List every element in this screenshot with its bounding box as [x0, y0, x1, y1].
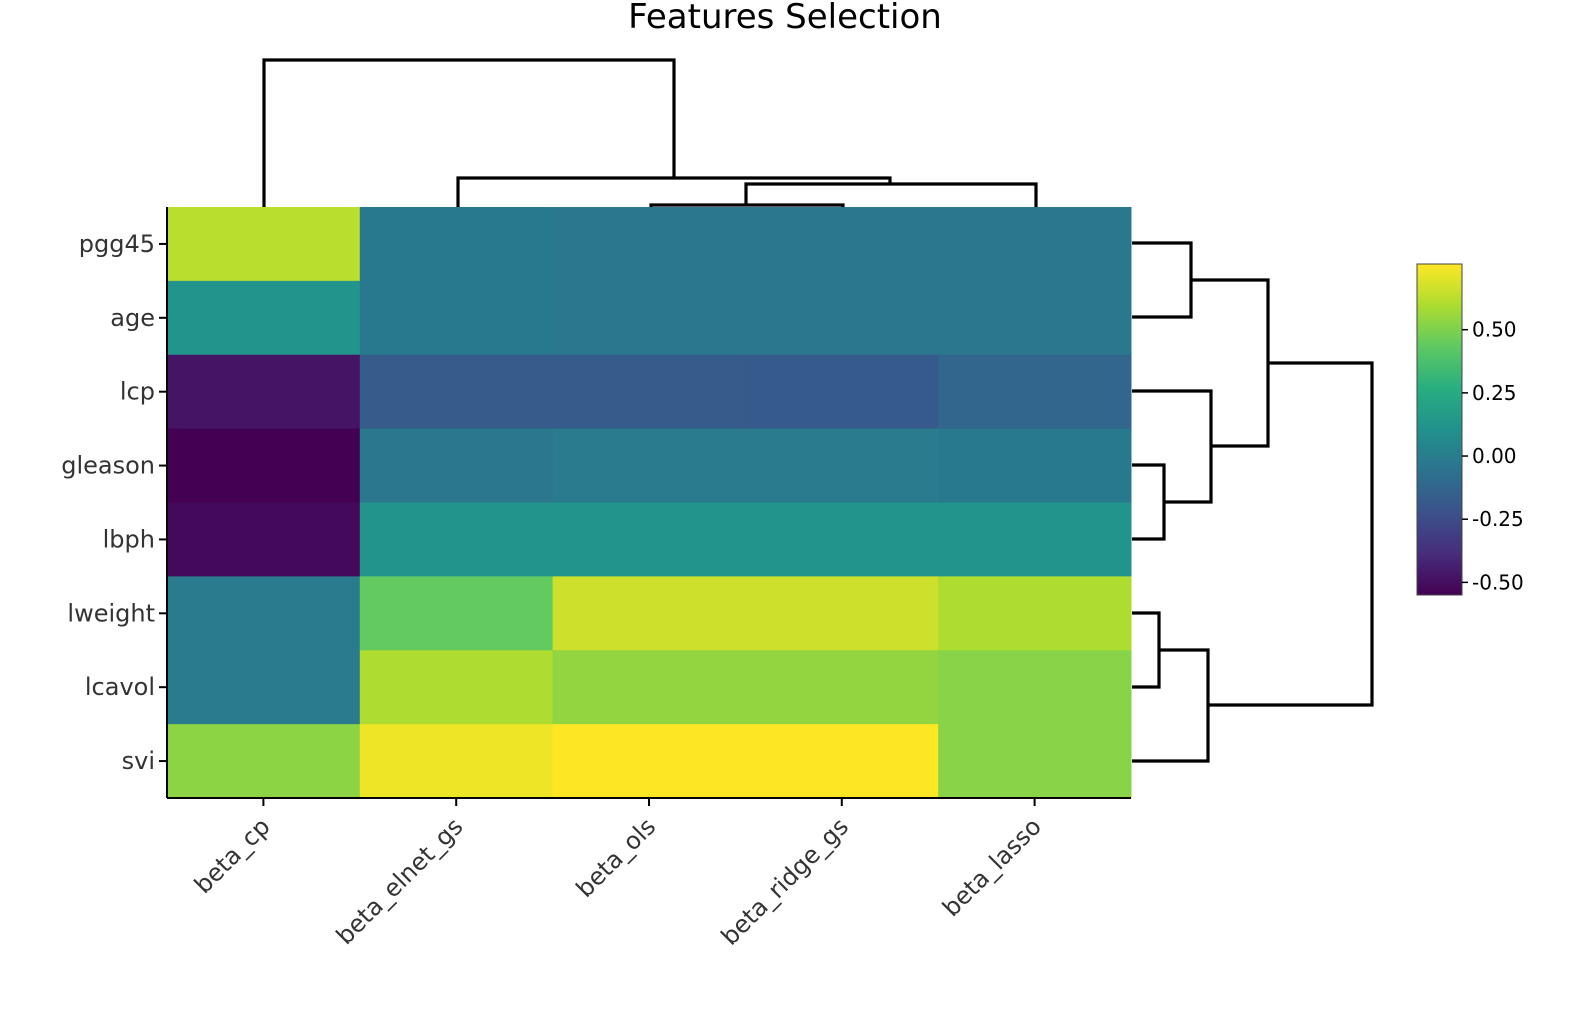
x-tick-label: beta_elnet_gs [331, 812, 469, 950]
row-dendrogram [1132, 241, 1374, 763]
colorbar-tick-label: -0.25 [1472, 507, 1524, 531]
heatmap-cell-svi-beta_elnet_gs[interactable] [359, 724, 554, 799]
colorbar-tick-label: 0.50 [1472, 318, 1517, 342]
heatmap-cell-lweight-beta_lasso[interactable] [938, 576, 1132, 651]
heatmap-cell-pgg45-beta_elnet_gs[interactable] [359, 207, 554, 282]
chart-title: Features Selection [628, 0, 942, 37]
y-tick-label: svi [122, 747, 155, 775]
column-dendrogram [262, 58, 1038, 207]
row-dendrogram-svi-group [1132, 648, 1210, 763]
heatmap-cell-lweight-beta_cp[interactable] [167, 576, 361, 651]
heatmap-cell-age-beta_elnet_gs[interactable] [359, 280, 554, 356]
row-dendrogram-upper-cluster [1191, 278, 1270, 448]
heatmap-cell-lbph-beta_elnet_gs[interactable] [359, 502, 554, 577]
heatmap-cell-gleason-beta_lasso[interactable] [938, 428, 1132, 503]
heatmap-cell-lcavol-beta_lasso[interactable] [938, 650, 1132, 725]
heatmap-cell-pgg45-beta_cp[interactable] [167, 207, 361, 282]
heatmap-cell-lcp-beta_elnet_gs[interactable] [359, 354, 554, 430]
column-dendrogram-branch-ols-ridge-lasso [744, 182, 1038, 207]
y-tick-label: age [110, 304, 155, 332]
heatmap-cell-gleason-beta_ridge_gs[interactable] [745, 428, 939, 503]
heatmap-cell-lcavol-beta_cp[interactable] [167, 650, 361, 725]
column-dendrogram-branch-elnet-group [456, 176, 892, 207]
heatmap-cell-pgg45-beta_ridge_gs[interactable] [745, 207, 939, 282]
heatmap-cell-age-beta_ols[interactable] [552, 280, 746, 356]
row-dendrogram-pgg45-age [1132, 241, 1193, 319]
heatmap-cell-svi-beta_ols[interactable] [552, 724, 746, 799]
y-axis-ticks: pgg45 age lcp gleason lbph lweight lcavol svi [61, 230, 167, 775]
heatmap-cell-lcp-beta_ols[interactable] [552, 354, 746, 430]
x-axis-ticks: beta_cp beta_elnet_gs beta_ols beta_ridge_g… [189, 798, 1047, 951]
y-tick-label: lcp [120, 378, 155, 406]
x-tick-label: beta_ridge_gs [716, 812, 854, 950]
column-dendrogram-root [262, 58, 676, 207]
colorbar-tick-label: 0.25 [1472, 381, 1517, 405]
colorbar-gradient [1416, 263, 1463, 596]
y-tick-label: lbph [103, 525, 155, 553]
heatmap-cell-svi-beta_cp[interactable] [167, 724, 361, 799]
heatmap-cell-lbph-beta_ridge_gs[interactable] [745, 502, 939, 577]
heatmap-cell-lcp-beta_cp[interactable] [167, 354, 361, 430]
column-dendrogram-branch-ols-ridge [649, 203, 845, 207]
y-tick-label: lweight [67, 599, 155, 627]
heatmap-cell-lweight-beta_ridge_gs[interactable] [745, 576, 939, 651]
row-dendrogram-root [1208, 361, 1374, 707]
heatmap-cell-pgg45-beta_ols[interactable] [552, 207, 746, 282]
colorbar-tick-label: 0.00 [1472, 444, 1517, 468]
heatmap-cell-lcp-beta_lasso[interactable] [938, 354, 1132, 430]
heatmap-cell-lbph-beta_cp[interactable] [167, 502, 361, 577]
colorbar: 0.50 0.25 0.00 -0.25 -0.50 [1416, 263, 1524, 596]
row-dendrogram-gleason-lbph [1132, 463, 1166, 541]
heatmap-cell-lcavol-beta_elnet_gs[interactable] [359, 650, 554, 725]
heatmap-cell-gleason-beta_cp[interactable] [167, 428, 361, 503]
row-dendrogram-lweight-lcavol [1132, 611, 1161, 689]
x-tick-label: beta_ols [571, 812, 661, 902]
colorbar-ticks: 0.50 0.25 0.00 -0.25 -0.50 [1462, 318, 1524, 594]
heatmap-cell-age-beta_ridge_gs[interactable] [745, 280, 939, 356]
heatmap-cell-pgg45-beta_lasso[interactable] [938, 207, 1132, 282]
heatmap-cell-gleason-beta_ols[interactable] [552, 428, 746, 503]
y-tick-label: gleason [61, 452, 155, 480]
heatmap-cell-gleason-beta_elnet_gs[interactable] [359, 428, 554, 503]
heatmap-cells [167, 207, 1132, 799]
heatmap-cell-lbph-beta_lasso[interactable] [938, 502, 1132, 577]
heatmap-cell-lcp-beta_ridge_gs[interactable] [745, 354, 939, 430]
heatmap-cell-svi-beta_lasso[interactable] [938, 724, 1132, 799]
x-tick-label: beta_lasso [937, 812, 1047, 922]
heatmap-cell-lcavol-beta_ridge_gs[interactable] [745, 650, 939, 725]
heatmap-cell-svi-beta_ridge_gs[interactable] [745, 724, 939, 799]
heatmap-cell-lweight-beta_ols[interactable] [552, 576, 746, 651]
heatmap-cell-lbph-beta_ols[interactable] [552, 502, 746, 577]
heatmap-cell-lcavol-beta_ols[interactable] [552, 650, 746, 725]
colorbar-tick-label: -0.50 [1472, 570, 1524, 594]
x-tick-label: beta_cp [189, 812, 276, 899]
y-tick-label: lcavol [85, 673, 155, 701]
heatmap-cell-age-beta_lasso[interactable] [938, 280, 1132, 356]
y-tick-label: pgg45 [79, 230, 155, 258]
heatmap-cell-lweight-beta_elnet_gs[interactable] [359, 576, 554, 651]
heatmap-cell-age-beta_cp[interactable] [167, 280, 361, 356]
row-dendrogram-lcp-group [1132, 389, 1213, 504]
